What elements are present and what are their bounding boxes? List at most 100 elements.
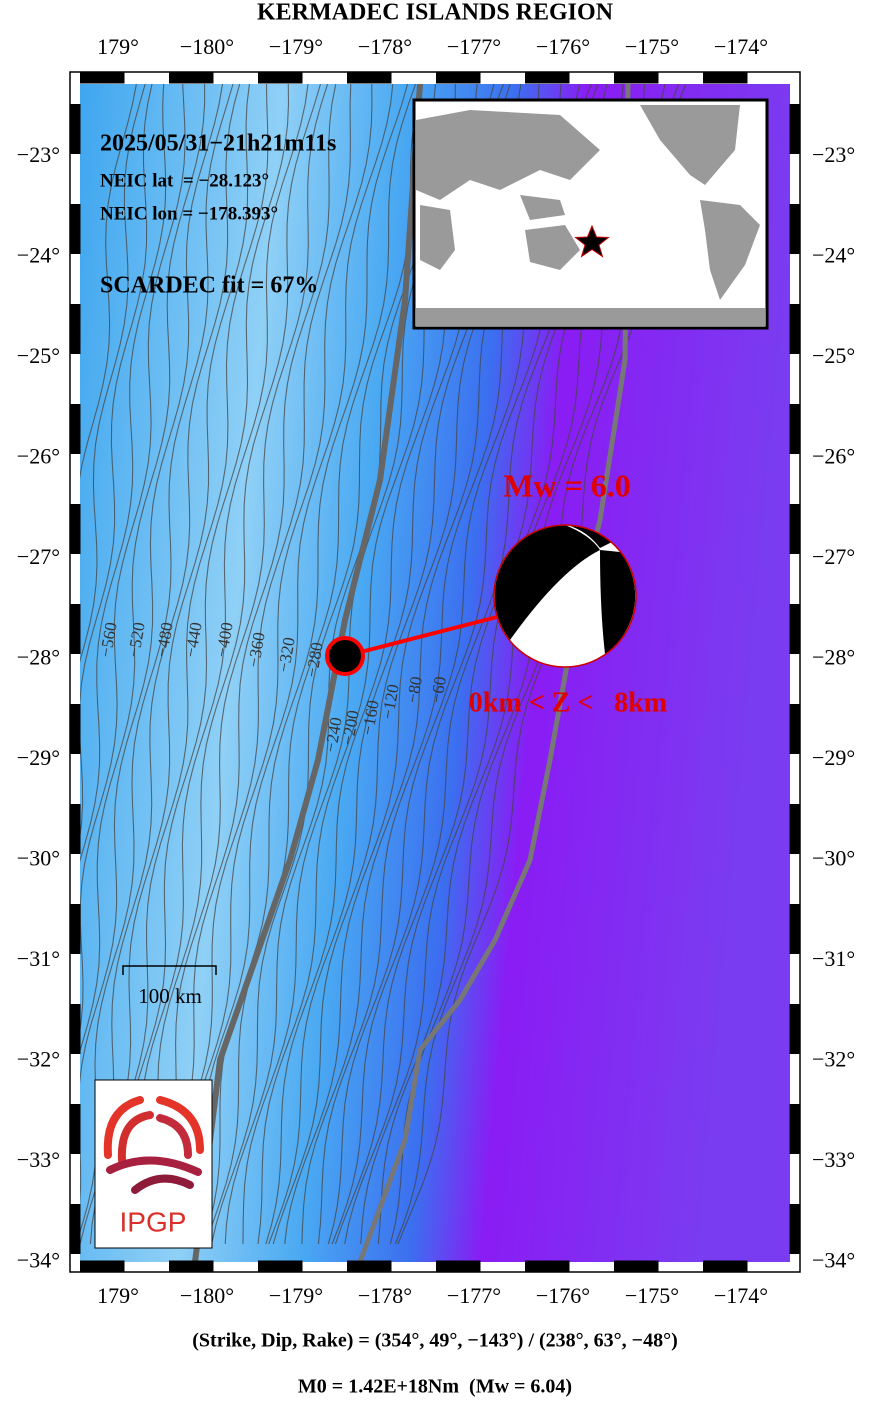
- lat-label-left: −29°: [17, 745, 60, 770]
- contour-line: [80, 84, 241, 1245]
- scale-bar: [122, 965, 217, 975]
- inset-land: [520, 195, 565, 220]
- contour-line: [150, 84, 337, 1245]
- contour-line: [165, 84, 352, 1245]
- contour-line: [80, 84, 167, 863]
- lon-label-top: 179°: [97, 34, 139, 59]
- lon-label-top: −178°: [358, 34, 412, 59]
- footer-angles: (Strike, Dip, Rake) = (354°, 49°, −143°)…: [192, 1330, 677, 1352]
- plate-boundary: [357, 84, 631, 1262]
- lat-label-right: −27°: [812, 544, 855, 569]
- lon-label-bottom: −179°: [269, 1283, 323, 1308]
- lat-label-left: −26°: [17, 444, 60, 469]
- contour-line: [196, 84, 394, 1245]
- lon-label-bottom: 179°: [97, 1283, 139, 1308]
- lat-label-right: −28°: [812, 645, 855, 670]
- logo: IPGP: [94, 1079, 213, 1249]
- contour-line: [80, 84, 186, 1033]
- inset-map: [412, 98, 769, 330]
- scale-label: 100 km: [138, 984, 202, 1008]
- epicenter: [325, 636, 365, 676]
- lat-label-left: −23°: [17, 142, 60, 167]
- event-datetime: 2025/05/31−21h21m11s: [100, 131, 336, 157]
- lon-label-bottom: −180°: [180, 1283, 234, 1308]
- lon-label-bottom: −178°: [358, 1283, 412, 1308]
- neic-lat: NEIC lat = −28.123°: [100, 170, 269, 191]
- trench-lines: [192, 84, 631, 1262]
- link-line: [344, 615, 498, 658]
- footer-moment: M0 = 1.42E+18Nm (Mw = 6.04): [298, 1376, 572, 1398]
- contour-line: [122, 84, 290, 1245]
- lat-label-right: −26°: [812, 444, 855, 469]
- axis-labels: 179° 179° −180° −180° −179° −179° −178° −178° −1…: [17, 34, 855, 1308]
- logo-text: IPGP: [120, 1206, 187, 1237]
- beachball: [493, 524, 637, 668]
- lat-label-left: −32°: [17, 1047, 60, 1072]
- contour-line: [204, 84, 417, 1245]
- inset-land: [640, 105, 740, 185]
- lon-label-bottom: −175°: [625, 1283, 679, 1308]
- contour-line: [80, 84, 224, 1207]
- lat-label-right: −31°: [812, 946, 855, 971]
- map-title: KERMADEC ISLANDS REGION: [257, 0, 614, 26]
- contour-line: [139, 84, 322, 1245]
- contour-line: [80, 84, 153, 840]
- lat-label-right: −25°: [812, 343, 855, 368]
- lat-label-left: −27°: [17, 544, 60, 569]
- lat-label-left: −31°: [17, 946, 60, 971]
- contour-line: [80, 84, 206, 1053]
- inset-land: [416, 308, 765, 326]
- lat-label-left: −25°: [17, 343, 60, 368]
- contour-label: −80: [403, 675, 426, 704]
- inset-land: [525, 225, 580, 270]
- lat-label-left: −24°: [17, 243, 60, 268]
- lon-label-top: −174°: [714, 34, 768, 59]
- lat-label-left: −30°: [17, 846, 60, 871]
- lat-label-right: −29°: [812, 745, 855, 770]
- lon-label-top: −176°: [536, 34, 590, 59]
- contour-line: [183, 84, 373, 1245]
- trench: [192, 84, 423, 1262]
- beachball-quadrant: [600, 550, 636, 654]
- inset-star: [574, 224, 610, 258]
- contour-line: [141, 84, 329, 1245]
- lat-label-left: −33°: [17, 1147, 60, 1172]
- contour-label: −60: [427, 675, 450, 704]
- contour-line: [80, 84, 137, 612]
- frame: [69, 71, 801, 1273]
- scardec-fit: SCARDEC fit = 67%: [100, 273, 318, 299]
- lon-label-bottom: −176°: [536, 1283, 590, 1308]
- lat-label-right: −32°: [812, 1047, 855, 1072]
- contour-line: [80, 84, 234, 1234]
- contour-line: [89, 84, 250, 1245]
- lon-label-bottom: −174°: [714, 1283, 768, 1308]
- beachball-outline: [493, 524, 637, 668]
- lat-label-right: −30°: [812, 846, 855, 871]
- lat-label-right: −24°: [812, 243, 855, 268]
- lon-label-top: −177°: [447, 34, 501, 59]
- neic-lon: NEIC lon = −178.393°: [100, 203, 278, 224]
- inset-land: [700, 200, 760, 300]
- beachball-quadrant: [494, 525, 600, 640]
- beachball-quadrant: [570, 526, 612, 548]
- inset-land: [416, 110, 600, 200]
- lon-label-top: −175°: [625, 34, 679, 59]
- lat-label-right: −33°: [812, 1147, 855, 1172]
- contour-line: [211, 84, 424, 1245]
- contour-line: [80, 84, 146, 663]
- lat-label-right: −34°: [812, 1248, 855, 1273]
- magnitude: Mw = 6.0: [503, 467, 631, 503]
- lat-label-left: −28°: [17, 645, 60, 670]
- inset-land: [420, 205, 455, 270]
- contour-line: [105, 84, 269, 1245]
- lat-label-left: −34°: [17, 1248, 60, 1273]
- lon-label-top: −179°: [269, 34, 323, 59]
- contour-line: [134, 84, 309, 1245]
- depth-range: 0km < Z < 8km: [469, 687, 667, 718]
- frame-ticks: [69, 72, 801, 1272]
- lon-label-bottom: −177°: [447, 1283, 501, 1308]
- lat-label-right: −23°: [812, 142, 855, 167]
- lon-label-top: −180°: [180, 34, 234, 59]
